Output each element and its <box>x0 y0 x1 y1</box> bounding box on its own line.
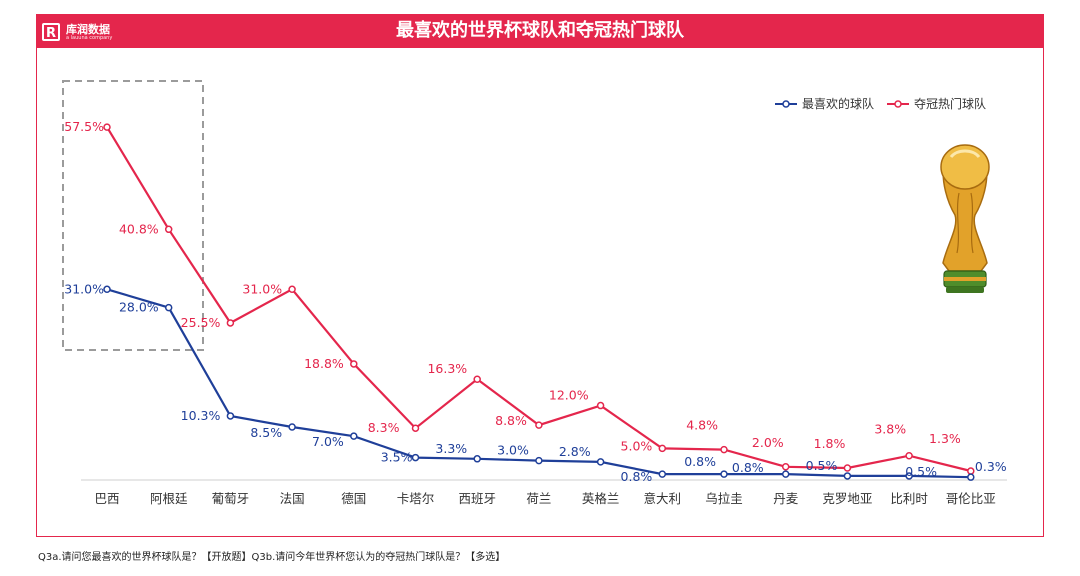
point-champion-0 <box>103 123 111 131</box>
legend-marker-champion <box>894 100 902 108</box>
x-tick-label-6: 西班牙 <box>458 491 496 506</box>
point-favorite-12 <box>843 472 852 480</box>
point-champion-13 <box>905 451 913 460</box>
data-label-favorite-5: 3.5% <box>381 450 413 465</box>
point-champion-4 <box>350 360 358 368</box>
data-label-favorite-6: 3.3% <box>435 441 467 456</box>
x-tick-label-2: 葡萄牙 <box>212 491 250 506</box>
point-favorite-11 <box>781 470 790 478</box>
point-champion-6 <box>473 375 481 383</box>
logo-subtitle: a lauuna company <box>66 34 113 41</box>
point-favorite-8 <box>596 458 605 466</box>
legend-label-favorite: 最喜欢的球队 <box>802 96 874 111</box>
x-tick-label-8: 英格兰 <box>582 491 620 506</box>
line-chart: 31.0% 28.0% 10.3% 8.5% 7.0% 3.5% 3.3% 3.0% 2.8% 0… <box>62 80 1007 506</box>
logo-mark-icon: R <box>42 23 60 41</box>
data-label-champion-14: 1.3% <box>929 431 961 446</box>
point-favorite-3 <box>288 423 296 431</box>
data-label-favorite-14: 0.3% <box>975 459 1007 474</box>
data-label-favorite-11: 0.8% <box>732 460 764 475</box>
point-favorite-9 <box>658 470 667 478</box>
point-champion-12 <box>843 464 852 472</box>
data-label-favorite-7: 3.0% <box>497 443 529 458</box>
legend: 最喜欢的球队 夺冠热门球队 <box>775 96 986 111</box>
point-champion-7 <box>535 421 543 429</box>
point-champion-3 <box>288 285 296 294</box>
point-favorite-7 <box>535 456 543 465</box>
data-label-champion-10: 4.8% <box>686 418 718 433</box>
point-favorite-0 <box>103 285 111 294</box>
data-label-favorite-12: 0.5% <box>806 458 838 473</box>
brand-logo: R 库润数据 a lauuna company <box>42 20 112 44</box>
data-label-favorite-13: 0.5% <box>905 464 937 479</box>
data-label-champion-3: 31.0% <box>242 281 282 296</box>
x-tick-label-0: 巴西 <box>94 491 119 506</box>
x-tick-label-12: 克罗地亚 <box>822 491 872 506</box>
data-label-champion-0: 57.5% <box>64 119 104 134</box>
x-tick-label-7: 荷兰 <box>526 491 551 506</box>
x-tick-label-11: 丹麦 <box>773 491 799 506</box>
footnote: Q3a.请问您最喜欢的世界杯球队是？【开放题】Q3b.请问今年世界杯您认为的夺冠… <box>38 552 506 563</box>
data-label-champion-2: 25.5% <box>181 315 221 330</box>
point-favorite-1 <box>164 303 173 312</box>
chart-frame: 31.0% 28.0% 10.3% 8.5% 7.0% 3.5% 3.3% 3.0% 2.8% 0… <box>36 48 1044 537</box>
x-tick-label-10: 乌拉圭 <box>705 491 743 506</box>
data-label-champion-8: 12.0% <box>549 388 589 403</box>
legend-marker-favorite <box>782 100 790 108</box>
data-label-favorite-0: 31.0% <box>64 281 104 296</box>
point-champion-8 <box>596 401 605 410</box>
point-champion-11 <box>781 463 790 471</box>
data-label-favorite-3: 8.5% <box>250 425 282 440</box>
point-champion-14 <box>967 467 975 475</box>
point-favorite-2 <box>226 412 235 420</box>
data-label-favorite-4: 7.0% <box>312 434 344 449</box>
point-champion-10 <box>720 445 728 454</box>
data-label-favorite-8: 2.8% <box>559 444 591 459</box>
x-tick-label-9: 意大利 <box>644 491 682 506</box>
data-label-champion-12: 1.8% <box>814 436 846 451</box>
x-tick-label-1: 阿根廷 <box>150 491 188 506</box>
point-champion-1 <box>164 225 173 234</box>
data-label-champion-7: 8.8% <box>495 413 527 428</box>
data-label-favorite-2: 10.3% <box>181 408 221 423</box>
point-favorite-13 <box>905 472 913 480</box>
point-favorite-5 <box>411 453 420 462</box>
data-label-favorite-10: 0.8% <box>684 454 716 469</box>
x-tick-label-3: 法国 <box>280 491 305 506</box>
x-tick-label-4: 德国 <box>341 491 366 506</box>
data-label-champion-6: 16.3% <box>427 361 467 376</box>
x-tick-label-13: 比利时 <box>890 491 928 506</box>
data-label-champion-13: 3.8% <box>874 422 906 437</box>
data-label-champion-11: 2.0% <box>752 435 784 450</box>
point-champion-5 <box>411 424 420 432</box>
data-label-champion-9: 5.0% <box>621 438 653 453</box>
x-tick-label-5: 卡塔尔 <box>397 491 435 506</box>
series-line-champion <box>106 126 972 473</box>
point-favorite-4 <box>350 432 358 440</box>
legend-label-champion: 夺冠热门球队 <box>914 96 986 111</box>
data-label-favorite-9: 0.8% <box>621 469 653 484</box>
x-tick-label-14: 哥伦比亚 <box>946 491 996 506</box>
data-label-champion-5: 8.3% <box>368 420 400 435</box>
point-champion-9 <box>658 444 667 453</box>
point-favorite-6 <box>473 455 481 463</box>
logo-name: 库润数据 <box>66 22 110 36</box>
point-favorite-14 <box>967 473 975 481</box>
data-label-champion-1: 40.8% <box>119 221 159 236</box>
point-favorite-10 <box>720 470 728 478</box>
point-champion-2 <box>226 319 235 327</box>
data-label-champion-4: 18.8% <box>304 356 344 371</box>
page-title: 最喜欢的世界杯球队和夺冠热门球队 <box>396 20 684 41</box>
data-label-favorite-1: 28.0% <box>119 300 159 315</box>
title-bar: R 库润数据 a lauuna company 最喜欢的世界杯球队和夺冠热门球队 <box>36 14 1044 48</box>
trophy-icon <box>940 144 990 293</box>
